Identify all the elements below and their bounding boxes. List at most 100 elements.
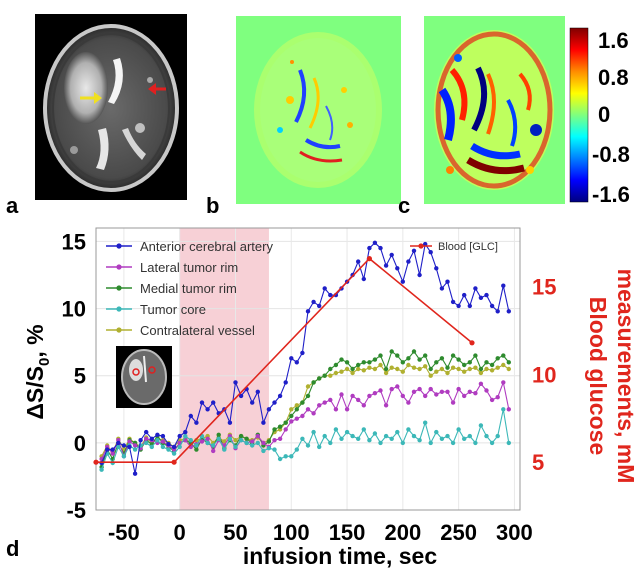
colorbar-tick-label: 0.8	[598, 65, 629, 90]
data-point	[317, 303, 322, 309]
data-point	[356, 366, 361, 372]
data-point	[356, 436, 361, 441]
data-point	[322, 400, 327, 405]
data-point	[456, 386, 461, 392]
data-point	[166, 447, 171, 452]
data-point	[372, 391, 378, 396]
data-point	[395, 366, 400, 372]
data-point	[423, 353, 428, 358]
data-point	[188, 413, 193, 419]
data-point	[456, 357, 461, 362]
data-point	[495, 395, 500, 400]
data-point	[294, 360, 299, 365]
data-point	[205, 440, 210, 446]
data-point	[439, 286, 445, 291]
data-point	[216, 436, 221, 441]
data-point	[305, 393, 311, 399]
data-point	[389, 365, 394, 370]
panel-c-signal-map	[424, 16, 565, 204]
data-point	[194, 447, 199, 452]
data-point	[233, 444, 238, 450]
data-point	[289, 454, 294, 459]
data-point	[289, 419, 294, 424]
series-layer	[93, 240, 511, 476]
data-point	[367, 360, 372, 365]
data-point	[434, 429, 439, 435]
legend-swatch-marker	[116, 306, 122, 312]
data-point	[211, 443, 216, 448]
data-point	[484, 388, 489, 393]
data-point	[211, 448, 216, 454]
data-point	[93, 459, 99, 465]
x-tick-label: -50	[108, 520, 140, 545]
y-tick-label: 5	[74, 364, 86, 389]
data-point	[473, 286, 478, 291]
data-point	[406, 356, 411, 361]
data-point	[434, 266, 439, 271]
data-point	[317, 403, 322, 408]
data-point	[160, 439, 166, 444]
data-point	[261, 448, 266, 454]
data-point	[283, 420, 288, 425]
x-axis-title: infusion time, sec	[243, 543, 437, 569]
data-point	[395, 266, 400, 271]
data-point	[378, 440, 383, 446]
data-point	[372, 366, 378, 372]
plot-frame	[95, 227, 521, 511]
data-point	[289, 356, 294, 361]
y-tick-label: 10	[62, 297, 86, 322]
data-point	[389, 349, 394, 354]
data-point	[372, 431, 378, 436]
data-point	[183, 433, 188, 439]
colorbar-tick-label: 1.6	[598, 28, 629, 53]
data-point	[144, 436, 149, 441]
data-point	[395, 384, 400, 389]
data-point	[506, 407, 511, 412]
data-point	[305, 407, 311, 412]
y-tick-label: 15	[62, 229, 86, 254]
y-axis-title: ΔS/S0, %	[22, 324, 53, 419]
data-point	[116, 444, 121, 450]
data-point	[322, 373, 327, 378]
panel-c-label: c	[398, 193, 410, 218]
y2-axis-title-line1: Blood glucose	[585, 297, 611, 455]
legend-swatch-marker	[116, 243, 122, 249]
data-point	[160, 444, 166, 450]
data-point	[428, 440, 433, 446]
data-point	[194, 443, 199, 448]
data-point	[367, 438, 372, 443]
data-point	[489, 368, 495, 373]
data-point	[467, 303, 472, 309]
data-point	[450, 400, 456, 405]
data-point	[277, 436, 283, 441]
series-line	[96, 257, 473, 464]
data-point	[333, 362, 339, 368]
legend-swatch-marker	[116, 327, 122, 333]
data-point	[328, 440, 333, 446]
data-point	[361, 427, 366, 432]
data-point	[255, 389, 260, 394]
data-point	[294, 403, 299, 408]
data-point	[177, 444, 182, 450]
data-point	[467, 433, 472, 439]
data-point	[305, 309, 311, 314]
data-point	[227, 420, 233, 425]
data-point	[495, 309, 500, 314]
data-point	[417, 438, 422, 443]
data-point	[506, 309, 511, 314]
data-point	[155, 438, 160, 443]
data-point	[473, 365, 478, 370]
colorbar-tick-label: 0	[598, 102, 610, 127]
data-point	[478, 381, 484, 386]
data-point	[478, 295, 484, 300]
data-point	[294, 447, 299, 452]
y2-tick-label: 5	[532, 450, 544, 475]
data-point	[205, 407, 210, 412]
data-point	[484, 292, 489, 298]
data-point	[356, 362, 361, 368]
data-point	[484, 366, 489, 372]
data-point	[132, 443, 138, 448]
data-point	[501, 380, 506, 385]
data-point	[495, 433, 500, 439]
series-blood	[93, 256, 475, 465]
